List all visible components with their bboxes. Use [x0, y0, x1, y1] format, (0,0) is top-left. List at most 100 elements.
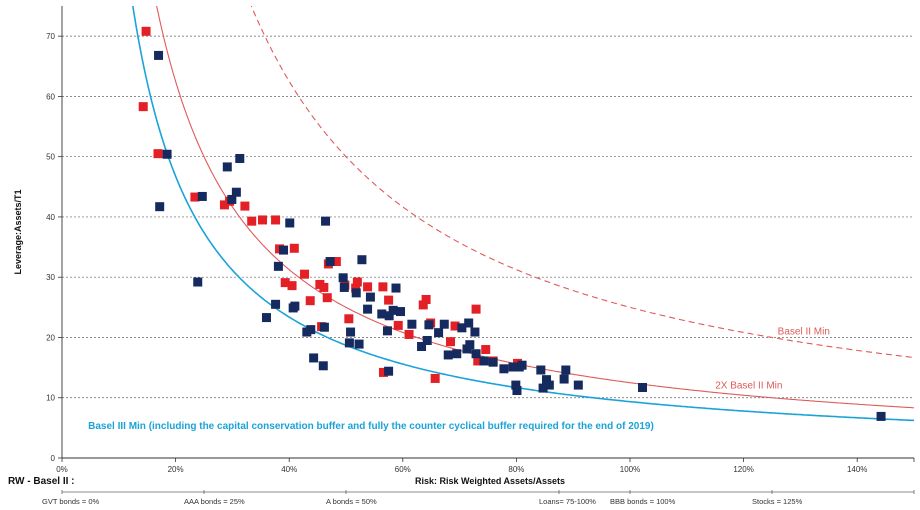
curve-line — [250, 6, 914, 359]
x-axis-title: Risk: Risk Weighted Assets/Assets — [415, 476, 565, 486]
data-point — [290, 301, 300, 311]
data-point — [273, 261, 283, 271]
data-point — [352, 277, 362, 287]
rw-bucket-label: Loans= 75-100% — [539, 497, 596, 506]
data-point — [363, 282, 373, 292]
data-point — [499, 364, 509, 374]
y-tick-label: 30 — [46, 273, 55, 282]
data-point — [391, 283, 401, 293]
data-point — [536, 365, 546, 375]
y-tick-label: 60 — [46, 92, 55, 101]
data-point — [302, 327, 312, 337]
data-point — [512, 386, 522, 396]
data-point — [331, 257, 341, 267]
data-point — [153, 149, 163, 159]
data-point — [141, 26, 151, 36]
y-tick-label: 70 — [46, 32, 55, 41]
data-point — [227, 194, 237, 204]
data-point — [396, 307, 406, 317]
data-point — [357, 255, 367, 265]
rw-buckets: GVT bonds = 0% AAA bonds = 25% A bonds = 5… — [42, 490, 915, 506]
data-point — [446, 337, 456, 347]
data-point — [382, 326, 392, 336]
data-point — [450, 321, 460, 331]
data-point — [457, 323, 467, 333]
data-point — [421, 294, 431, 304]
data-point — [287, 281, 297, 291]
data-point — [162, 149, 172, 159]
data-point — [365, 292, 375, 302]
data-point — [219, 200, 229, 210]
y-tick-label: 20 — [46, 333, 55, 342]
data-point — [434, 328, 444, 338]
data-point — [235, 153, 245, 163]
data-point — [404, 329, 414, 339]
data-point — [393, 320, 403, 330]
data-point — [289, 243, 299, 253]
data-point — [479, 356, 489, 366]
data-point — [285, 218, 295, 228]
curve-label: Basel III Min (including the capital con… — [88, 421, 654, 432]
data-point — [319, 322, 329, 332]
x-tick-label: 40% — [281, 465, 297, 474]
data-point — [344, 338, 354, 348]
data-point — [470, 327, 480, 337]
data-point — [517, 360, 527, 370]
data-point — [481, 345, 491, 355]
data-point — [378, 367, 388, 377]
data-point — [418, 300, 428, 310]
data-point — [488, 357, 498, 367]
data-point — [473, 356, 483, 366]
data-point — [471, 304, 481, 314]
data-point — [508, 362, 518, 372]
data-point — [322, 293, 332, 303]
data-point — [300, 269, 310, 279]
x-tick-label: 120% — [733, 465, 753, 474]
x-tick-label: 80% — [508, 465, 524, 474]
data-point — [378, 282, 388, 292]
data-point — [439, 319, 449, 329]
data-point — [544, 380, 554, 390]
data-point — [424, 320, 434, 330]
y-tick-label: 40 — [46, 213, 55, 222]
y-tick-label: 10 — [46, 394, 55, 403]
data-point — [377, 309, 387, 319]
data-point — [559, 374, 569, 384]
data-point — [271, 215, 281, 225]
data-point — [351, 283, 361, 293]
plot-area — [62, 6, 914, 458]
x-tick-label: 100% — [620, 465, 640, 474]
data-point — [240, 201, 250, 211]
curve-label: Basel II Min — [778, 326, 830, 337]
data-point — [407, 319, 417, 329]
data-point — [538, 383, 548, 393]
data-point — [465, 340, 475, 350]
data-point — [511, 380, 521, 390]
x-tick-label: 0% — [56, 465, 68, 474]
data-point — [422, 335, 432, 345]
rw-basel-label: RW - Basel II : — [8, 476, 75, 487]
data-point — [261, 313, 271, 323]
y-tick-label: 0 — [51, 454, 56, 463]
data-point — [417, 342, 427, 352]
scatter-points — [138, 26, 886, 421]
data-point — [388, 305, 398, 315]
rw-bucket-label: AAA bonds = 25% — [184, 497, 245, 506]
rw-bucket-label: BBB bonds = 100% — [610, 497, 676, 506]
data-point — [344, 314, 354, 324]
curve-label: 2X Basel II Min — [715, 381, 782, 392]
data-point — [346, 327, 356, 337]
rw-bucket-label: Stocks = 125% — [752, 497, 803, 506]
data-point — [321, 216, 331, 226]
data-point — [193, 277, 203, 287]
data-point — [430, 373, 440, 383]
y-axis-ticks: 0 10 20 30 40 50 60 70 — [46, 32, 62, 463]
data-point — [561, 365, 571, 375]
data-point — [280, 278, 290, 288]
data-point — [384, 311, 394, 321]
data-point — [138, 102, 148, 112]
data-point — [363, 304, 373, 314]
data-point — [305, 296, 315, 306]
data-point — [471, 349, 481, 359]
